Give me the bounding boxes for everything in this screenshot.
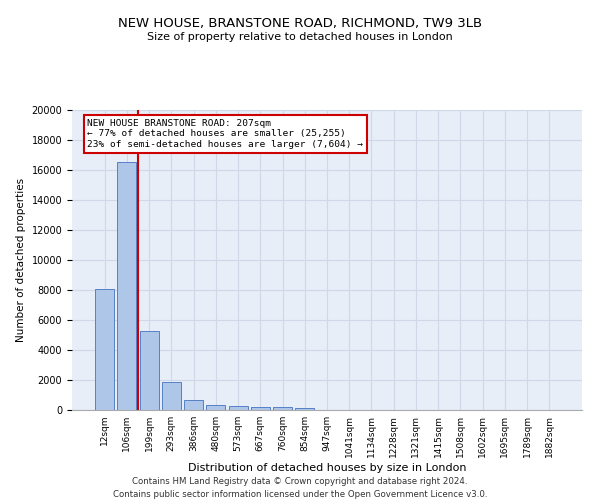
Bar (184, 400, 203, 410)
Text: NEW HOUSE, BRANSTONE ROAD, RICHMOND, TW9 3LB: NEW HOUSE, BRANSTONE ROAD, RICHMOND, TW9… (118, 18, 482, 30)
Text: Contains HM Land Registry data © Crown copyright and database right 2024.: Contains HM Land Registry data © Crown c… (132, 478, 468, 486)
Bar (251, 407, 270, 410)
Bar (95, 288, 114, 410)
Bar (140, 330, 158, 410)
Bar (162, 382, 181, 410)
Bar (229, 406, 248, 410)
Text: NEW HOUSE BRANSTONE ROAD: 207sqm
← 77% of detached houses are smaller (25,255)
2: NEW HOUSE BRANSTONE ROAD: 207sqm ← 77% o… (88, 119, 364, 149)
X-axis label: Distribution of detached houses by size in London: Distribution of detached houses by size … (188, 462, 466, 472)
Bar (206, 405, 225, 410)
Bar (273, 407, 292, 410)
Text: Size of property relative to detached houses in London: Size of property relative to detached ho… (147, 32, 453, 42)
Y-axis label: Number of detached properties: Number of detached properties (16, 178, 26, 342)
Bar (295, 408, 314, 410)
Bar (118, 162, 136, 410)
Text: Contains public sector information licensed under the Open Government Licence v3: Contains public sector information licen… (113, 490, 487, 499)
